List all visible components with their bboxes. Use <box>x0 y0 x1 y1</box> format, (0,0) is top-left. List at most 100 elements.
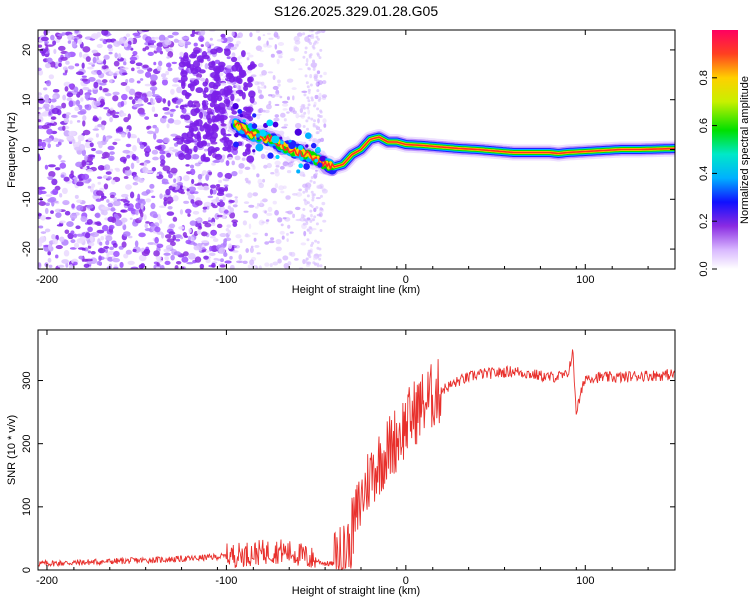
noise-blob <box>87 250 92 254</box>
noise-blob <box>202 54 210 60</box>
noise-blob <box>279 165 285 170</box>
noise-blob <box>64 86 69 92</box>
noise-blob <box>197 173 203 180</box>
noise-blob <box>307 88 311 92</box>
noise-blob <box>81 62 85 69</box>
noise-blob <box>48 196 57 203</box>
noise-blob <box>237 32 243 39</box>
noise-blob <box>162 165 171 172</box>
noise-blob <box>109 79 113 84</box>
colorbar-tick-label: 0.4 <box>698 166 710 181</box>
noise-blob <box>238 260 244 264</box>
ridge-blob <box>288 139 292 143</box>
noise-blob <box>178 39 186 47</box>
noise-blob <box>161 181 170 185</box>
noise-blob <box>193 42 198 47</box>
noise-blob <box>229 255 233 260</box>
noise-blob <box>133 104 141 108</box>
noise-blob <box>101 30 109 36</box>
noise-blob <box>184 44 188 49</box>
noise-blob <box>218 247 226 255</box>
noise-blob <box>248 90 256 98</box>
noise-blob <box>315 256 318 260</box>
noise-blob <box>181 81 186 90</box>
noise-blob <box>261 198 268 203</box>
noise-blob <box>315 169 318 172</box>
noise-blob <box>306 39 310 43</box>
noise-blob <box>298 68 303 71</box>
noise-blob <box>70 230 75 235</box>
noise-blob <box>94 221 98 225</box>
noise-blob <box>267 94 273 97</box>
noise-blob <box>306 201 310 205</box>
noise-blob <box>187 213 191 217</box>
noise-blob <box>272 200 277 205</box>
noise-blob <box>250 164 255 167</box>
noise-blob <box>302 214 306 218</box>
noise-blob <box>211 115 216 123</box>
noise-blob <box>154 236 159 244</box>
noise-blob <box>95 198 102 202</box>
noise-blob <box>79 51 83 58</box>
snr-series-line <box>38 349 675 570</box>
noise-blob <box>156 45 162 53</box>
noise-blob <box>59 139 64 143</box>
noise-blob <box>319 80 323 84</box>
noise-blob <box>142 47 147 52</box>
noise-blob <box>170 88 175 95</box>
noise-blob <box>226 56 231 60</box>
noise-blob <box>46 44 54 47</box>
noise-blob <box>260 81 265 86</box>
noise-blob <box>238 70 244 78</box>
noise-blob <box>227 144 232 149</box>
noise-blob <box>150 74 158 81</box>
noise-blob <box>38 98 45 104</box>
noise-blob <box>200 44 204 47</box>
noise-blob <box>148 40 157 44</box>
noise-blob <box>161 144 166 150</box>
noise-blob <box>167 149 173 152</box>
noise-blob <box>131 153 137 160</box>
noise-blob <box>73 242 80 249</box>
noise-blob <box>166 201 172 205</box>
noise-blob <box>231 64 239 72</box>
noise-blob <box>220 37 228 44</box>
noise-blob <box>274 43 278 50</box>
noise-blob <box>167 50 174 58</box>
noise-blob <box>121 93 128 101</box>
noise-blob <box>185 208 192 214</box>
noise-blob <box>275 246 282 252</box>
ridge-blob <box>305 144 309 148</box>
noise-blob <box>187 253 196 260</box>
noise-blob <box>144 228 152 232</box>
noise-blob <box>82 46 91 53</box>
noise-blob <box>231 31 235 37</box>
noise-blob <box>243 210 249 213</box>
noise-blob <box>315 197 321 200</box>
noise-blob <box>92 128 100 131</box>
noise-blob <box>182 231 187 237</box>
noise-blob <box>46 57 53 63</box>
noise-blob <box>258 265 262 269</box>
noise-blob <box>164 111 171 115</box>
noise-blob <box>96 229 105 234</box>
snr-ytick-label: 200 <box>21 435 33 453</box>
noise-blob <box>304 218 308 222</box>
colorbar-tick-label: 0.2 <box>698 214 710 229</box>
noise-blob <box>69 264 74 269</box>
noise-blob <box>69 120 73 125</box>
noise-blob <box>236 57 241 61</box>
noise-blob <box>81 247 86 251</box>
noise-blob <box>115 168 121 172</box>
noise-blob <box>208 81 216 89</box>
noise-blob <box>315 222 319 226</box>
noise-blob <box>165 244 174 251</box>
noise-blob <box>138 232 146 238</box>
noise-blob <box>153 113 159 118</box>
noise-blob <box>116 198 121 202</box>
noise-blob <box>265 219 270 222</box>
noise-blob <box>102 224 109 232</box>
noise-blob <box>48 74 55 80</box>
noise-blob <box>136 69 144 74</box>
noise-blob <box>202 81 208 87</box>
